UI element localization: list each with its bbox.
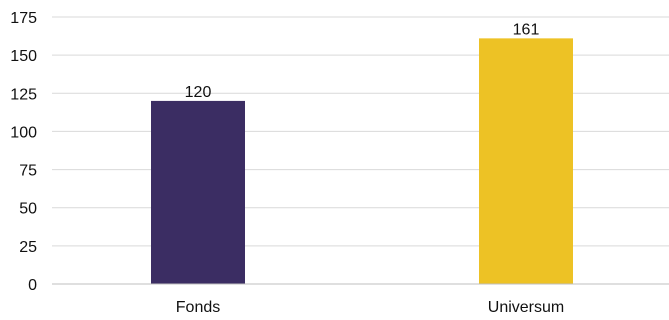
y-tick-label-125: 125 xyxy=(10,86,37,103)
y-tick-label-100: 100 xyxy=(10,124,37,141)
gridlines xyxy=(52,16,669,247)
data-label-universum: 161 xyxy=(513,21,540,38)
y-tick-label-0: 0 xyxy=(28,277,37,294)
y-axis: 0 25 50 75 100 125 150 175 xyxy=(10,10,37,294)
bar-fonds xyxy=(151,100,245,285)
y-tick-label-175: 175 xyxy=(10,10,37,27)
y-tick-label-150: 150 xyxy=(10,48,37,65)
x-tick-label-fonds: Fonds xyxy=(176,299,220,316)
y-tick-label-25: 25 xyxy=(19,239,37,256)
x-tick-label-universum: Universum xyxy=(488,299,564,316)
bar-universum xyxy=(479,38,573,284)
x-axis: Fonds Universum xyxy=(52,283,669,316)
bars: 120 161 xyxy=(151,21,573,285)
y-tick-label-75: 75 xyxy=(19,163,37,180)
y-tick-label-50: 50 xyxy=(19,201,37,218)
data-label-fonds: 120 xyxy=(185,84,212,101)
